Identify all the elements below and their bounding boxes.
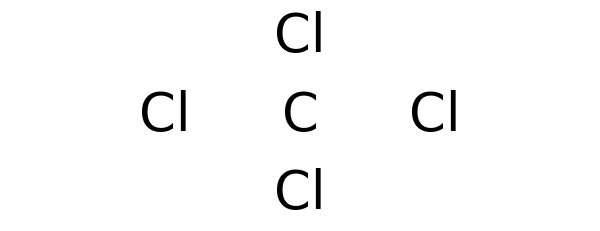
Text: Cl: Cl [409, 89, 461, 142]
Text: Cl: Cl [274, 168, 326, 220]
Text: Cl: Cl [274, 11, 326, 63]
Text: C: C [281, 89, 319, 142]
Text: Cl: Cl [139, 89, 191, 142]
